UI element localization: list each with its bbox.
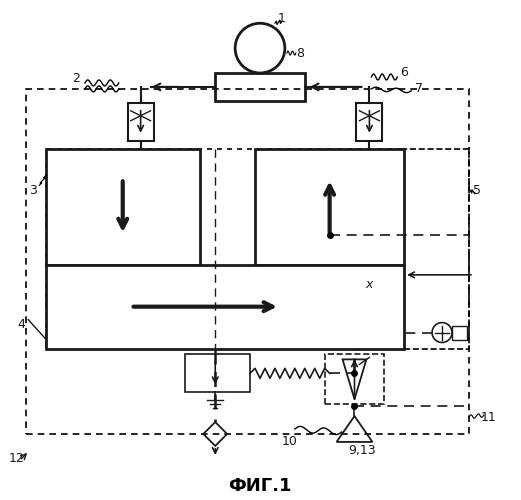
- Text: 5: 5: [473, 184, 481, 197]
- Bar: [404, 148, 469, 350]
- Text: 6: 6: [400, 66, 408, 80]
- Text: 3: 3: [29, 184, 37, 197]
- Bar: [26, 89, 469, 434]
- Bar: [356, 103, 382, 141]
- Bar: [325, 354, 384, 404]
- Text: 9,13: 9,13: [349, 444, 376, 458]
- Bar: [128, 103, 154, 141]
- Text: 12: 12: [8, 452, 24, 466]
- Text: x: x: [366, 278, 373, 291]
- Bar: [452, 326, 467, 340]
- Text: 7: 7: [415, 82, 423, 96]
- Bar: [46, 148, 200, 265]
- Bar: [46, 148, 404, 350]
- Text: 1: 1: [278, 12, 286, 25]
- Text: 2: 2: [72, 72, 80, 86]
- Text: 4: 4: [17, 318, 25, 331]
- Bar: [185, 354, 250, 392]
- Bar: [215, 73, 305, 101]
- Bar: [46, 265, 404, 349]
- Text: 10: 10: [282, 436, 298, 448]
- Bar: [255, 148, 404, 265]
- Text: 11: 11: [481, 410, 497, 424]
- Text: ФИГ.1: ФИГ.1: [228, 476, 292, 494]
- Text: 8: 8: [296, 46, 304, 60]
